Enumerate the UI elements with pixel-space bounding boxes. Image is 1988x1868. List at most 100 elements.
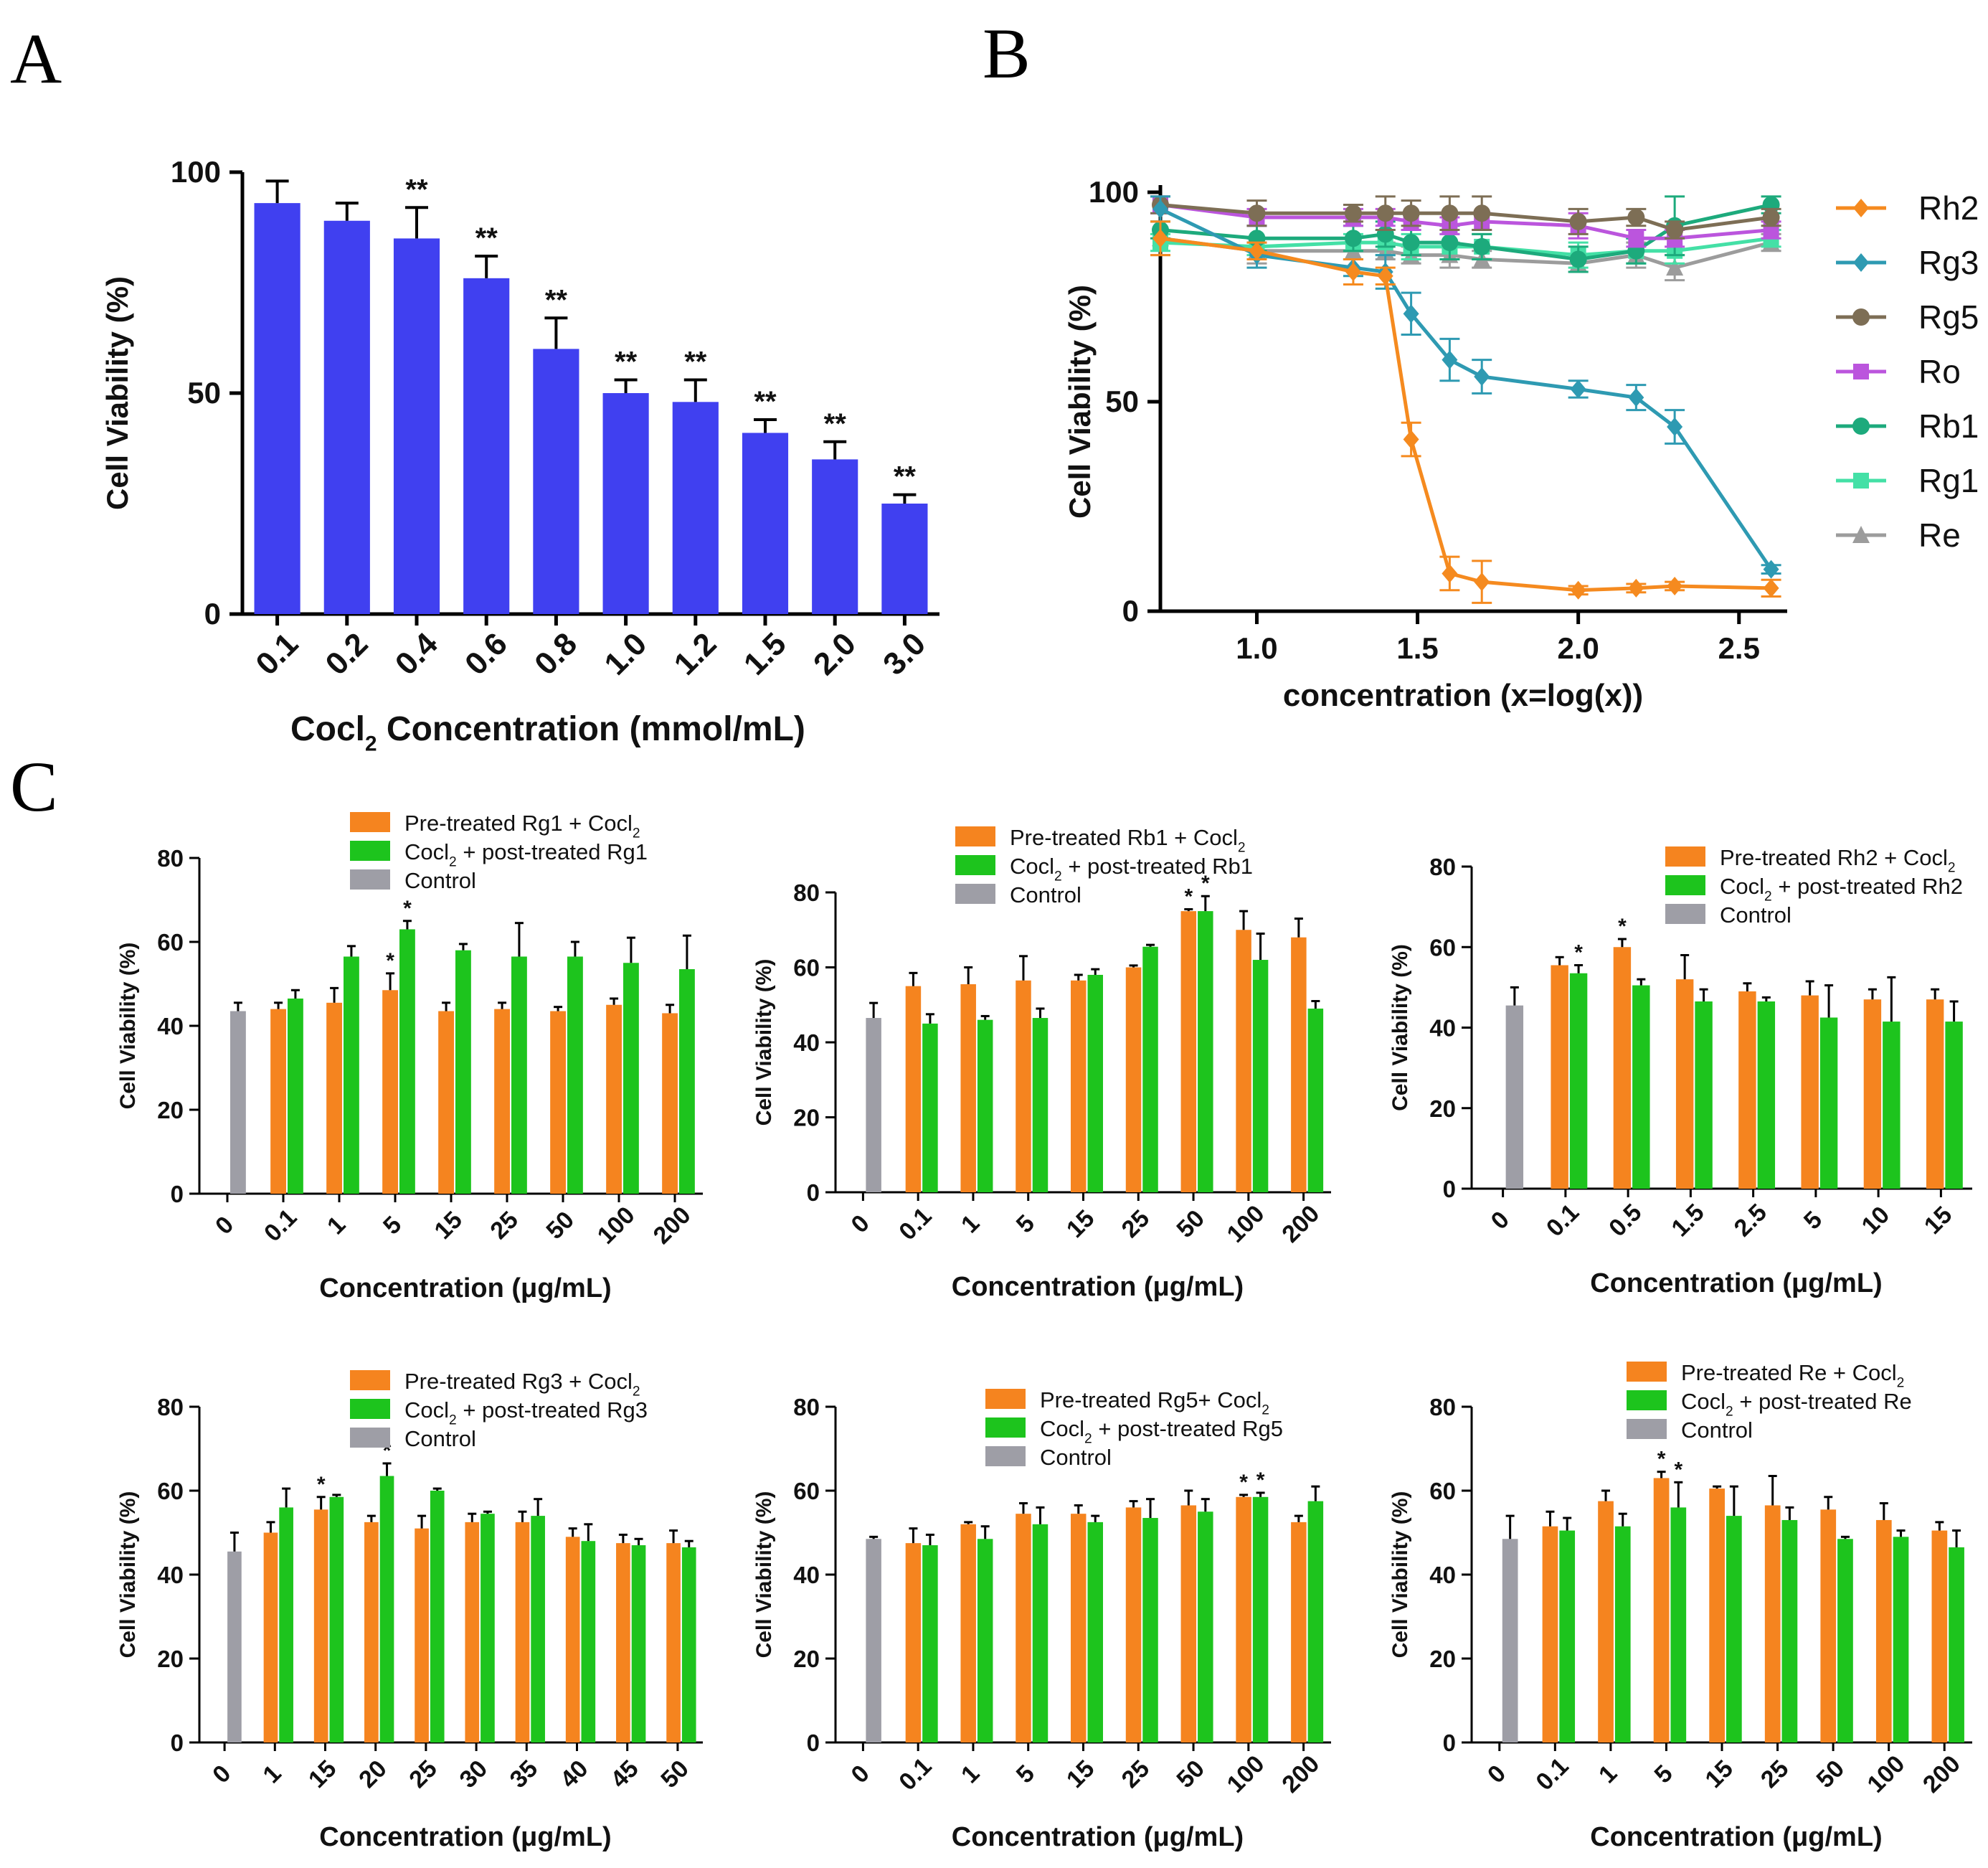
y-axis-title: Cell Viability (%) (116, 1491, 140, 1659)
legend-swatch (955, 855, 995, 875)
control-bar (866, 1539, 881, 1742)
pre-treated-bar (1236, 930, 1251, 1192)
pre-treated-bar (565, 1537, 580, 1742)
x-axis-title: Concentration (μg/mL) (319, 1822, 611, 1852)
chart-b: 0 50 100 1.0 1.5 2.0 2.5 Rh2 Rg3 Rg5 Ro Rb1 Rg1 Re Cel… (1063, 175, 1979, 713)
data-point (1442, 564, 1458, 583)
series-rh2 (1150, 220, 1781, 604)
legend-label-main: Pre-treated Rg3 + Cocl (404, 1369, 633, 1394)
bar (533, 349, 579, 614)
legend-label-sub: 2 (1726, 1404, 1733, 1419)
significance-marker: ** (684, 346, 707, 378)
post-treated-bar (1307, 1501, 1324, 1742)
bar (323, 220, 370, 614)
legend-item-rg5: Rg5 (1836, 298, 1979, 336)
legend-label-sub: 2 (1054, 869, 1062, 884)
pre-treated-bar (1931, 1530, 1948, 1742)
significance-marker: ** (615, 346, 638, 378)
x-axis-title-main: Cocl (290, 710, 365, 748)
legend-swatch (350, 812, 390, 832)
pre-treated-bar (905, 986, 922, 1192)
legend-label-sub: 2 (449, 1412, 457, 1428)
significance-marker: * (1201, 872, 1210, 895)
data-point (1345, 262, 1361, 281)
pre-treated-bar (1675, 979, 1694, 1189)
legend-label-sub: 2 (449, 854, 457, 869)
post-treated-bar (1726, 1516, 1742, 1742)
y-tick-label: 20 (793, 1105, 820, 1131)
legend-label-main: Cocl (404, 1397, 449, 1423)
legend-label-main: Pre-treated Rg1 + Cocl (404, 811, 633, 836)
legend-label-sub: 2 (1238, 840, 1246, 855)
legend-swatch (350, 1428, 390, 1448)
legend-label-tail: + post-treated Rg3 (457, 1397, 648, 1423)
legend-label-main: Pre-treated Rg5+ Cocl (1040, 1387, 1262, 1412)
y-tick-label: 60 (157, 1478, 184, 1504)
pre-treated-bar (1875, 1519, 1892, 1742)
post-treated-bar (481, 1514, 495, 1742)
pre-treated-bar (960, 1524, 976, 1742)
significance-marker: * (317, 1473, 326, 1496)
y-tick-label: 20 (157, 1097, 184, 1123)
significance-marker: ** (894, 461, 917, 493)
post-treated-bar (1893, 1537, 1909, 1742)
legend-label: Control (1681, 1417, 1753, 1443)
data-point (1152, 229, 1168, 248)
data-point (1627, 209, 1645, 227)
legend-swatch (350, 841, 390, 861)
legend-label: Control (404, 868, 476, 893)
y-tick-label: 80 (157, 845, 184, 872)
y-tick-label: 0 (204, 597, 221, 631)
legend-label: Pre-treated Rg3 + Cocl2 (404, 1369, 640, 1399)
post-treated-bar (1032, 1018, 1049, 1192)
legend-label: Pre-treated Rg5+ Cocl2 (1040, 1387, 1269, 1417)
pre-treated-bar (662, 1013, 678, 1194)
significance-marker: * (1657, 1448, 1666, 1471)
y-axis-title: Cell Viability (%) (1388, 944, 1412, 1111)
legend-label: Cocl2 + post-treated Rg1 (404, 839, 648, 869)
pre-treated-bar (1820, 1509, 1837, 1742)
y-tick-label: 80 (1429, 854, 1456, 880)
legend-swatch (1627, 1419, 1667, 1439)
legend-label-sub: 2 (1262, 1402, 1269, 1417)
data-point (1853, 364, 1869, 379)
legend-label: Rg1 (1918, 462, 1979, 499)
pre-treated-bar (1016, 980, 1031, 1192)
legend-label-main: Pre-treated Rb1 + Cocl (1010, 825, 1238, 850)
significance-marker: * (1256, 1468, 1265, 1492)
data-point (1628, 230, 1644, 247)
data-point (1376, 204, 1394, 222)
pre-treated-bar (1801, 995, 1819, 1189)
post-treated-bar (455, 950, 471, 1194)
data-point (1402, 234, 1420, 252)
pre-treated-bar (494, 1009, 510, 1194)
y-tick-label: 100 (1089, 175, 1139, 209)
post-treated-bar (977, 1019, 993, 1192)
pre-treated-bar (1738, 991, 1756, 1189)
legend-label: Control (1040, 1445, 1112, 1470)
legend-label: Rg3 (1918, 244, 1979, 281)
legend-swatch (1665, 846, 1705, 867)
post-treated-bar (681, 1547, 696, 1742)
data-point (1852, 526, 1870, 543)
pre-treated-bar (1926, 999, 1944, 1189)
legend-label-main: Cocl (1040, 1416, 1084, 1441)
data-point (1570, 379, 1586, 399)
post-treated-bar (344, 956, 359, 1194)
legend-label-sub: 2 (1897, 1375, 1905, 1390)
x-axis-title: Concentration (μg/mL) (1590, 1268, 1882, 1298)
pre-treated-bar (1551, 965, 1568, 1189)
data-point (1473, 204, 1491, 222)
y-tick-label: 20 (157, 1646, 184, 1672)
legend-item-rg1: Rg1 (1836, 462, 1979, 499)
post-treated-bar (1087, 1522, 1103, 1742)
y-tick-label: 20 (793, 1646, 820, 1672)
post-treated-bar (1307, 1008, 1324, 1192)
post-treated-bar (288, 998, 303, 1194)
data-point (1344, 204, 1362, 222)
data-point (1442, 350, 1458, 369)
legend-item-ro: Ro (1836, 353, 1961, 390)
x-axis-title: Concentration (μg/mL) (952, 1272, 1244, 1302)
